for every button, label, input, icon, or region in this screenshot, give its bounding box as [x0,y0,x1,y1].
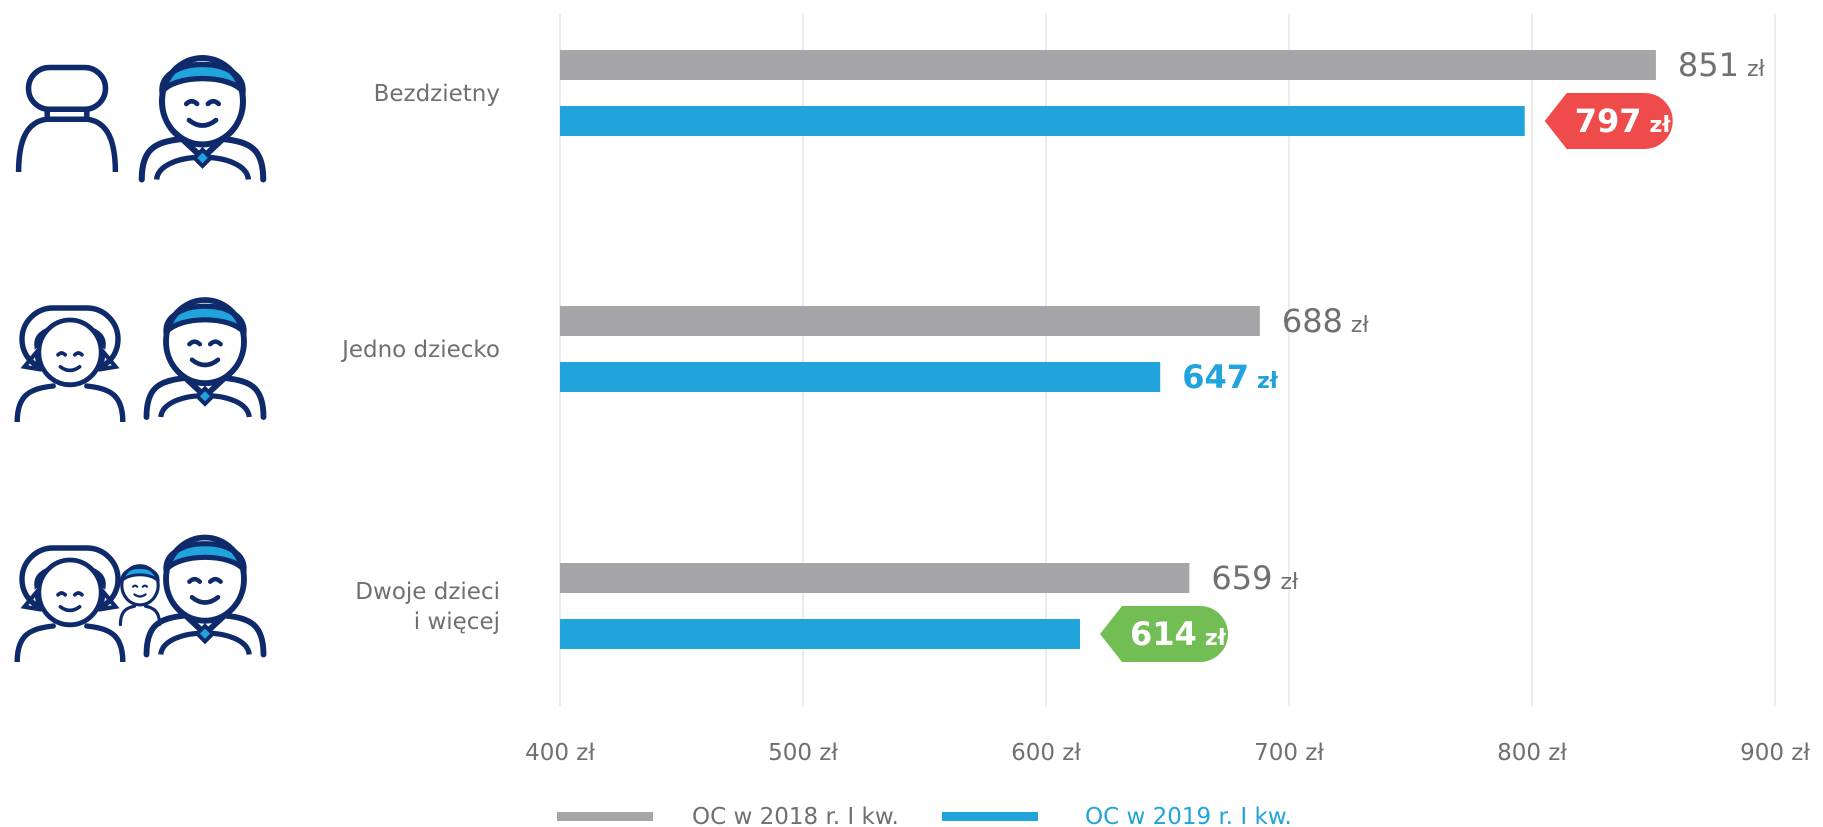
value-number: 688 [1282,302,1343,340]
bar-2019-3 [560,619,1081,649]
value-label-2019-1: 797 zł [1544,93,1673,149]
x-tick-label: 800 zł [1497,740,1567,766]
x-tick-label: 700 zł [1254,740,1324,766]
x-tick-label: 500 zł [768,740,838,766]
girl-icon [17,548,123,662]
legend: OC w 2018 r. I kw. OC w 2019 r. I kw. [557,804,1292,827]
driver-icon [147,300,264,417]
driver-icon [147,538,264,655]
legend-swatch-2018 [557,812,653,821]
icons-layer [17,58,263,662]
value-unit: zł [1747,57,1766,82]
badge-green [1100,606,1229,662]
category-labels: Bezdzietny Jedno dziecko Dwoje dzieci i wię… [340,81,500,635]
value-number: 851 [1678,46,1739,84]
bar-2019-1 [560,106,1525,136]
legend-label-2019: OC w 2019 r. I kw. [1085,804,1292,827]
girl-icon [17,308,123,422]
category-label: Jedno dziecko [340,337,500,363]
empty-seat-icon [19,68,116,173]
driver-icon [142,58,264,180]
value-label-2019-3: 614 zł [1100,606,1229,662]
value-label-2018-2: 688 zł [1282,302,1370,340]
value-number: 647 [1182,358,1249,396]
x-axis-ticks: 400 zł 500 zł 600 zł 700 zł 800 zł 900 zł [525,740,1810,766]
badge-red [1544,93,1673,149]
value-unit: zł [1351,313,1370,338]
value-unit: zł [1280,570,1299,595]
category-label: i więcej [414,609,500,635]
category-label: Bezdzietny [374,81,500,107]
bar-2018-2 [560,306,1260,336]
value-label-2018-3: 659 zł [1211,559,1299,597]
x-tick-label: 400 zł [525,740,595,766]
value-unit: zł [1650,113,1672,138]
value-unit: zł [1205,626,1227,651]
value-unit: zł [1257,369,1279,394]
value-label-2019-2: 647 zł [1182,358,1279,396]
value-number: 659 [1211,559,1272,597]
value-number: 797 [1575,102,1642,140]
value-number: 614 [1130,615,1197,653]
value-label-2018-1: 851 zł [1678,46,1766,84]
bar-2019-2 [560,362,1161,392]
x-tick-label: 600 zł [1011,740,1081,766]
bar-2018-3 [560,563,1190,593]
bars-layer: 851 zł 797 zł 688 zł 647 zł 659 zł 614 zł [560,46,1766,662]
bar-2018-1 [560,50,1656,80]
legend-label-2018: OC w 2018 r. I kw. [692,804,899,827]
legend-swatch-2019 [942,812,1038,821]
x-tick-label: 900 zł [1740,740,1810,766]
category-label: Dwoje dzieci [355,579,500,605]
boy-icon [120,566,159,625]
